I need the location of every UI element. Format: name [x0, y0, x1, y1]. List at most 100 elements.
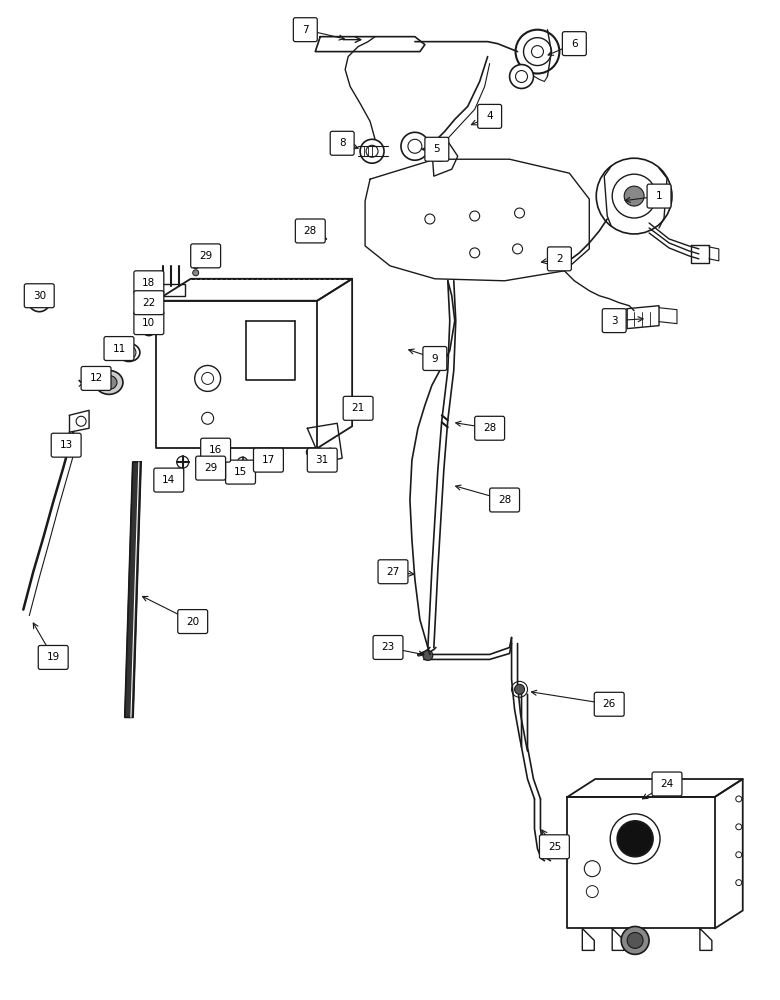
Circle shape: [203, 465, 208, 471]
Text: 18: 18: [142, 278, 155, 288]
Text: 5: 5: [434, 144, 440, 154]
Text: 2: 2: [556, 254, 562, 264]
FancyBboxPatch shape: [191, 244, 221, 268]
Text: 31: 31: [316, 455, 329, 465]
FancyBboxPatch shape: [490, 488, 519, 512]
Circle shape: [326, 448, 334, 456]
FancyBboxPatch shape: [423, 347, 447, 370]
Text: 22: 22: [142, 298, 155, 308]
Circle shape: [617, 821, 653, 857]
FancyBboxPatch shape: [293, 18, 317, 42]
FancyBboxPatch shape: [134, 271, 164, 295]
FancyBboxPatch shape: [343, 396, 373, 420]
FancyBboxPatch shape: [51, 433, 81, 457]
Ellipse shape: [101, 375, 117, 389]
FancyBboxPatch shape: [602, 309, 626, 333]
FancyBboxPatch shape: [196, 456, 225, 480]
Circle shape: [423, 650, 433, 660]
FancyBboxPatch shape: [81, 366, 111, 390]
FancyBboxPatch shape: [38, 645, 68, 669]
FancyBboxPatch shape: [594, 692, 624, 716]
FancyBboxPatch shape: [652, 772, 682, 796]
FancyBboxPatch shape: [104, 337, 134, 360]
Circle shape: [612, 174, 656, 218]
Text: 14: 14: [162, 475, 176, 485]
Text: 28: 28: [303, 226, 317, 236]
Text: 27: 27: [386, 567, 399, 577]
FancyBboxPatch shape: [562, 32, 587, 56]
FancyBboxPatch shape: [24, 284, 54, 308]
Circle shape: [76, 416, 86, 426]
Circle shape: [621, 926, 649, 954]
FancyBboxPatch shape: [330, 131, 354, 155]
Text: 23: 23: [381, 642, 395, 652]
Circle shape: [624, 186, 644, 206]
Circle shape: [531, 46, 544, 58]
FancyBboxPatch shape: [134, 311, 164, 335]
Text: 26: 26: [603, 699, 616, 709]
Circle shape: [360, 139, 384, 163]
FancyBboxPatch shape: [296, 219, 325, 243]
Circle shape: [34, 295, 45, 307]
Circle shape: [193, 256, 199, 262]
Text: 10: 10: [142, 318, 155, 328]
Text: 15: 15: [234, 467, 247, 477]
Ellipse shape: [95, 370, 123, 394]
Text: 24: 24: [661, 779, 674, 789]
Circle shape: [523, 38, 551, 66]
Text: 29: 29: [199, 251, 212, 261]
Text: 17: 17: [262, 455, 275, 465]
Circle shape: [401, 132, 429, 160]
Text: 21: 21: [352, 403, 365, 413]
Circle shape: [516, 30, 559, 74]
FancyBboxPatch shape: [548, 247, 572, 271]
FancyBboxPatch shape: [200, 438, 231, 462]
Text: 6: 6: [571, 39, 578, 49]
Circle shape: [515, 684, 524, 694]
Circle shape: [193, 263, 199, 269]
Circle shape: [193, 270, 199, 276]
Text: 16: 16: [209, 445, 222, 455]
FancyBboxPatch shape: [254, 448, 283, 472]
FancyBboxPatch shape: [540, 835, 569, 859]
FancyBboxPatch shape: [178, 610, 207, 634]
Text: 3: 3: [611, 316, 618, 326]
Circle shape: [316, 448, 324, 456]
Text: 1: 1: [656, 191, 662, 201]
Circle shape: [307, 448, 314, 456]
Circle shape: [210, 465, 215, 471]
Text: 25: 25: [548, 842, 561, 852]
Text: 13: 13: [59, 440, 73, 450]
Polygon shape: [125, 462, 141, 717]
Circle shape: [366, 145, 378, 157]
FancyBboxPatch shape: [134, 291, 164, 315]
Circle shape: [596, 158, 672, 234]
Text: 9: 9: [431, 354, 438, 364]
Circle shape: [408, 139, 422, 153]
Text: 8: 8: [339, 138, 346, 148]
Circle shape: [516, 71, 527, 82]
Circle shape: [432, 145, 448, 161]
Circle shape: [28, 290, 50, 312]
FancyBboxPatch shape: [373, 636, 403, 659]
Text: 4: 4: [487, 111, 493, 121]
Circle shape: [627, 932, 643, 948]
Text: 19: 19: [47, 652, 60, 662]
Text: 28: 28: [483, 423, 496, 433]
FancyBboxPatch shape: [378, 560, 408, 584]
Text: 7: 7: [302, 25, 309, 35]
FancyBboxPatch shape: [425, 137, 448, 161]
FancyBboxPatch shape: [475, 416, 505, 440]
FancyBboxPatch shape: [477, 104, 502, 128]
Text: 29: 29: [204, 463, 218, 473]
Circle shape: [509, 65, 534, 88]
FancyBboxPatch shape: [225, 460, 256, 484]
Text: 30: 30: [33, 291, 46, 301]
FancyBboxPatch shape: [154, 468, 184, 492]
Text: 11: 11: [112, 344, 126, 354]
Text: 20: 20: [186, 617, 199, 627]
FancyBboxPatch shape: [647, 184, 671, 208]
Text: 12: 12: [90, 373, 103, 383]
Text: 28: 28: [498, 495, 511, 505]
FancyBboxPatch shape: [307, 448, 337, 472]
